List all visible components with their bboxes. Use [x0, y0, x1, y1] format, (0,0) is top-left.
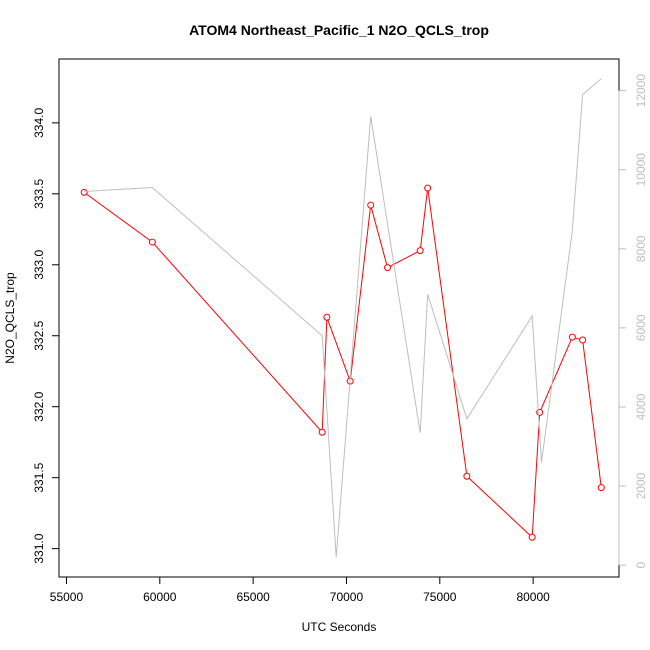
y2-tick-label: 0	[634, 561, 648, 568]
x-tick-label: 80000	[516, 590, 550, 604]
y-tick-label: 332.0	[32, 391, 46, 421]
x-tick-label: 55000	[50, 590, 84, 604]
x-tick-label: 65000	[236, 590, 270, 604]
x-tick-label: 75000	[423, 590, 457, 604]
y-tick-label: 331.0	[32, 533, 46, 563]
series-line-1	[84, 78, 602, 558]
y-tick-label: 333.5	[32, 178, 46, 208]
data-point	[536, 408, 544, 416]
y-tick-label: 333.0	[32, 249, 46, 279]
y2-tick-label: 12000	[634, 74, 648, 108]
y-tick-label: 331.5	[32, 462, 46, 492]
y2-tick-label: 10000	[634, 153, 648, 187]
data-point	[318, 428, 326, 436]
data-point	[148, 238, 156, 246]
data-point	[367, 201, 375, 209]
axes: 55000 60000 65000 70000 75000 80000331.0331.5…	[32, 74, 648, 604]
data-point	[528, 533, 536, 541]
x-axis-label: UTC Seconds	[302, 620, 377, 634]
y2-tick-label: 6000	[634, 314, 648, 341]
series-layer	[80, 78, 605, 558]
y-tick-label: 334.0	[32, 108, 46, 138]
data-point	[568, 333, 576, 341]
data-point	[579, 336, 587, 344]
data-point	[597, 484, 605, 492]
data-point	[463, 472, 471, 480]
y-axis-label: N2O_QCLS_trop	[3, 272, 17, 364]
data-point	[384, 264, 392, 272]
x-tick-label: 70000	[330, 590, 364, 604]
data-point	[424, 184, 432, 192]
data-point	[416, 247, 424, 255]
y2-tick-label: 8000	[634, 235, 648, 262]
chart-title: ATOM4 Northeast_Pacific_1 N2O_QCLS_trop	[189, 22, 489, 38]
y2-tick-label: 4000	[634, 393, 648, 420]
data-point	[80, 188, 88, 196]
data-point	[323, 313, 331, 321]
y2-tick-label: 2000	[634, 472, 648, 499]
x-tick-label: 60000	[143, 590, 177, 604]
y-tick-label: 332.5	[32, 320, 46, 350]
